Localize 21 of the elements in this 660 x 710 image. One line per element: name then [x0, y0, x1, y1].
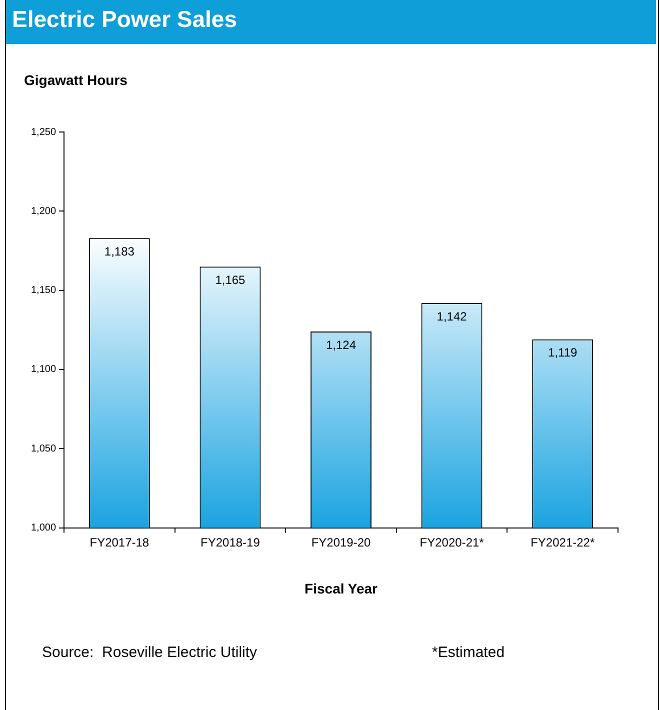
y-axis-title: Gigawatt Hours [24, 72, 128, 88]
x-tick-label: FY2020-21* [420, 535, 484, 550]
x-tick-label: FY2019-20 [311, 535, 372, 550]
data-label: 1,183 [104, 244, 135, 258]
x-tick-label: FY2017-18 [90, 535, 150, 550]
y-tick-label: 1,050 [30, 443, 56, 454]
y-tick-label: 1,000 [30, 522, 56, 534]
source-note: Source: Roseville Electric Utility [42, 644, 258, 661]
data-label: 1,142 [436, 309, 468, 324]
x-axis-title: Fiscal Year [304, 580, 378, 596]
y-tick-label: 1,150 [30, 285, 56, 296]
data-label: 1,165 [215, 272, 246, 287]
data-label: 1,119 [548, 346, 578, 360]
x-tick-label: FY2021-22* [530, 535, 595, 550]
text: *Estimated [432, 644, 505, 661]
chart-title: Electric Power Sales [12, 6, 238, 33]
y-tick-label: 1,200 [30, 206, 56, 217]
x-tick-label: FY2018-19 [200, 535, 260, 550]
data-label: 1,124 [326, 338, 356, 352]
y-tick-label: 1,100 [30, 364, 56, 376]
y-tick-label: 1,250 [30, 126, 56, 138]
